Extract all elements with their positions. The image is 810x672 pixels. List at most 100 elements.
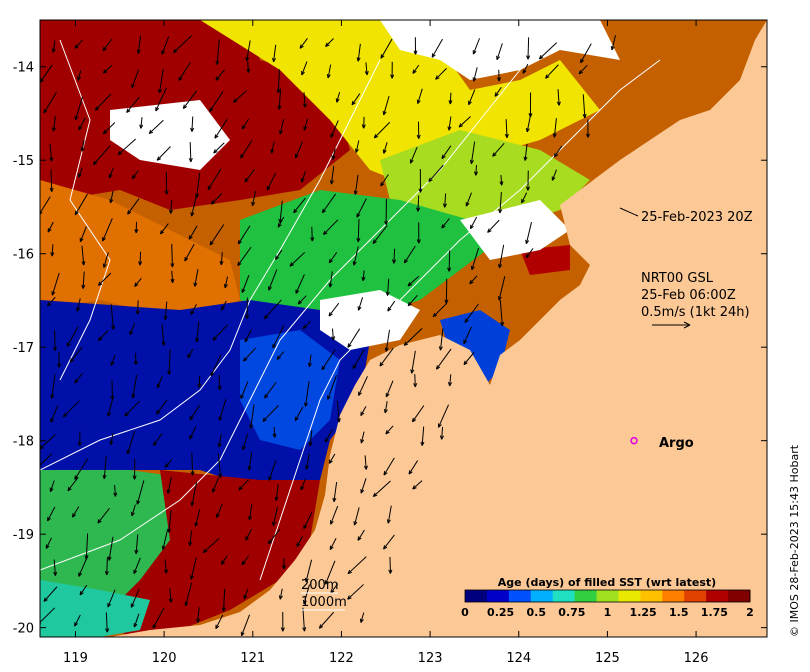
current-arrow: [385, 380, 394, 398]
current-arrow: [412, 480, 423, 490]
current-arrow: [77, 70, 82, 81]
current-arrow: [331, 328, 336, 341]
current-arrow: [469, 275, 478, 285]
current-arrow: [328, 302, 340, 317]
current-arrow: [113, 485, 118, 497]
argo-float-marker: [630, 436, 638, 445]
current-arrow: [321, 349, 336, 371]
current-arrow: [360, 431, 365, 444]
current-arrow: [187, 348, 194, 359]
current-arrow: [325, 38, 334, 47]
current-arrow: [132, 458, 137, 480]
plot-frame: [39, 19, 768, 638]
current-arrow: [66, 326, 79, 347]
current-arrow: [188, 142, 193, 163]
current-arrow: [385, 278, 390, 296]
current-arrow: [110, 304, 116, 330]
current-arrow: [210, 354, 222, 377]
current-arrow: [472, 67, 478, 82]
current-arrow: [40, 196, 51, 215]
current-arrow: [212, 477, 220, 493]
current-arrow: [610, 35, 617, 51]
current-arrow: [441, 218, 450, 229]
current-arrow: [40, 453, 53, 466]
y-tick-label: -17: [13, 341, 34, 356]
current-arrow: [487, 219, 500, 233]
current-arrow: [464, 303, 479, 323]
current-arrow: [403, 245, 416, 264]
current-arrow: [78, 555, 89, 577]
colorbar-swatches: [465, 590, 751, 602]
current-arrow: [302, 92, 307, 108]
current-arrow: [240, 381, 249, 399]
current-arrow: [263, 299, 282, 320]
current-arrow: [353, 507, 360, 526]
current-arrow: [212, 324, 229, 341]
x-tick-label: 124: [506, 651, 531, 666]
credit-label: © IMOS 28-Feb-2023 15:43 Hobart: [788, 444, 801, 637]
current-arrow: [159, 223, 169, 235]
x-tick-label: 126: [684, 651, 709, 666]
current-arrow: [357, 529, 365, 541]
current-arrow: [373, 121, 391, 139]
current-arrow: [178, 62, 191, 81]
current-arrow: [190, 481, 198, 506]
current-arrow: [293, 197, 306, 214]
current-arrow: [139, 117, 144, 129]
current-arrow: [264, 382, 277, 399]
current-arrow: [130, 588, 140, 608]
current-arrow: [195, 321, 200, 343]
current-arrow: [69, 346, 83, 363]
current-arrow: [324, 560, 336, 585]
current-arrow: [499, 174, 504, 186]
current-arrow: [305, 453, 310, 470]
current-arrow: [347, 328, 361, 348]
colorbar-title: Age (days) of filled SST (wrt latest): [498, 576, 716, 589]
current-arrow: [300, 478, 306, 491]
colorbar-swatch: [706, 590, 729, 602]
current-arrow: [245, 297, 250, 319]
colorbar-swatch: [618, 590, 641, 602]
current-arrow: [274, 484, 279, 501]
current-arrow: [295, 274, 305, 294]
current-arrow: [215, 69, 225, 81]
current-arrow: [437, 404, 449, 428]
current-arrow: [494, 86, 502, 97]
current-arrow: [43, 91, 58, 114]
current-arrow: [77, 167, 83, 178]
current-arrow: [272, 506, 278, 526]
current-arrow: [81, 271, 86, 289]
current-arrow: [243, 588, 249, 600]
current-arrow: [302, 607, 307, 632]
colorbar-tick-label: 0.75: [558, 606, 585, 619]
current-arrow: [77, 431, 82, 446]
colorbar-tick-label: 1.5: [669, 606, 689, 619]
colorbar-swatch: [508, 590, 532, 602]
current-arrow: [278, 588, 283, 600]
colorbar-swatch: [465, 590, 488, 602]
current-arrow: [274, 249, 283, 260]
current-arrow: [197, 375, 202, 388]
current-arrow: [463, 352, 475, 366]
current-arrow: [247, 452, 253, 471]
colorbar-swatch: [640, 590, 663, 602]
current-arrow: [51, 40, 56, 53]
current-arrow: [97, 507, 110, 524]
x-tick-label: 125: [595, 651, 620, 666]
current-arrow: [447, 116, 452, 131]
colorbar-swatch: [486, 590, 510, 602]
current-arrow: [272, 426, 277, 438]
current-arrow: [240, 140, 253, 159]
current-arrow: [385, 425, 394, 435]
current-arrow: [458, 116, 471, 128]
current-arrow: [188, 225, 198, 240]
current-arrow: [209, 91, 224, 112]
current-arrow: [134, 534, 139, 555]
colorbar-swatch: [684, 590, 707, 602]
colorbar-tick-label: 1.75: [701, 606, 728, 619]
australian-landmass: [110, 20, 767, 637]
current-arrow: [79, 584, 88, 596]
current-arrow: [580, 43, 592, 64]
current-arrow: [217, 374, 222, 391]
colorbar-swatch: [574, 590, 598, 602]
